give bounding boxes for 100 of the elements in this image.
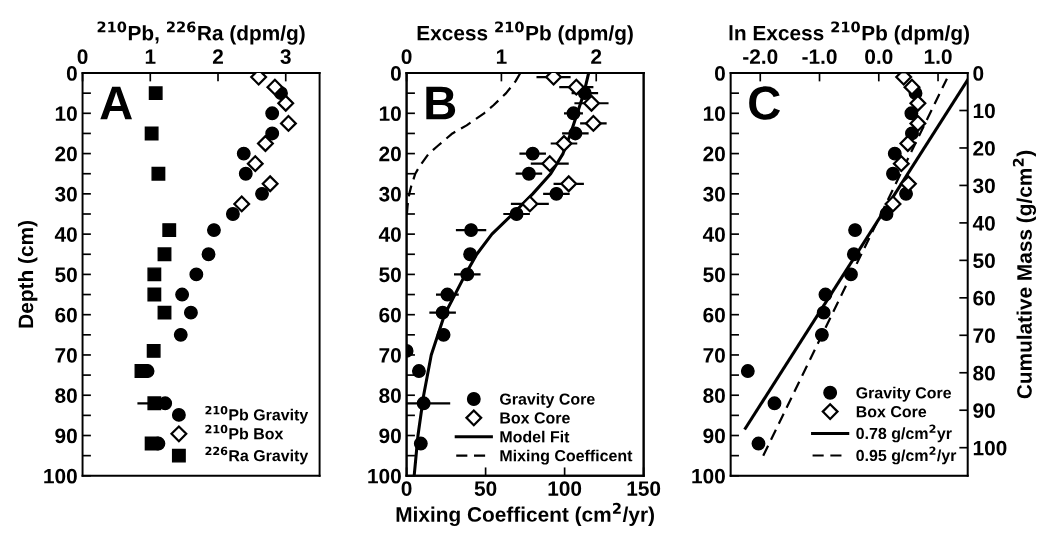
y-tick-label: 90 [55, 428, 77, 444]
legend-label: Box Core [500, 412, 570, 424]
y-axis-title: Depth (cm) [17, 221, 38, 328]
y-tick-label: 50 [703, 267, 725, 283]
x-tick-label: 100 [548, 481, 582, 496]
point [147, 267, 162, 282]
point [816, 305, 831, 320]
legend-label: $^{210}$Pb Gravity [205, 405, 309, 424]
point [884, 195, 902, 213]
y2-tick-label: 0 [973, 66, 984, 81]
y2-tick-label: 50 [973, 253, 995, 269]
y-tick-label: 20 [703, 146, 725, 162]
x-tick-label: 1.0 [924, 49, 952, 65]
point [256, 135, 274, 152]
x-tick-label: 3 [280, 49, 291, 65]
point [233, 195, 251, 213]
point [148, 86, 163, 101]
x-tick-label: 0.0 [865, 49, 893, 65]
legend-label: Gravity Core [500, 393, 595, 408]
point [147, 396, 162, 411]
y-tick-label: 30 [379, 186, 401, 202]
y2-tick-label: 10 [973, 103, 995, 119]
point [246, 155, 264, 173]
point [201, 247, 216, 262]
point [846, 247, 861, 262]
y2-tick-label: 20 [973, 140, 995, 156]
point [887, 146, 902, 161]
point [265, 126, 280, 141]
y-tick-label: 50 [55, 267, 77, 283]
y-tick-label: 70 [703, 347, 725, 363]
y-tick-label: 80 [55, 388, 77, 403]
y2-tick-label: 30 [973, 178, 995, 194]
point [266, 78, 284, 96]
point [157, 247, 172, 262]
point [899, 135, 917, 152]
point [767, 396, 782, 411]
y-tick-label: 50 [379, 267, 401, 283]
point [206, 223, 221, 238]
point [265, 106, 280, 121]
y2-tick-label: 80 [973, 365, 995, 381]
y-tick-label: 100 [368, 468, 401, 484]
point [814, 327, 829, 342]
point [134, 364, 149, 379]
legend-label: $^{210}$Pb Box [205, 424, 284, 440]
legend-label: Mixing Coefficent [500, 449, 633, 465]
legend-label: 0.95 g/cm$^{2}$/yr [856, 446, 957, 465]
y-tick-label: 100 [692, 468, 725, 484]
point [843, 267, 858, 282]
annotation: A [100, 86, 132, 120]
point [892, 155, 910, 173]
point [261, 175, 279, 193]
point [879, 207, 894, 221]
point [277, 94, 295, 112]
point [151, 166, 166, 181]
y-tick-label: 70 [379, 347, 401, 363]
y-tick-label: 70 [55, 347, 77, 363]
y-tick-label: 100 [44, 468, 77, 484]
point [848, 223, 863, 238]
y2-tick-label: 100 [973, 440, 1007, 456]
y-tick-label: 20 [379, 146, 401, 162]
y-tick-label: 10 [379, 106, 401, 122]
y-tick-label: 30 [703, 186, 725, 202]
y-tick-label: 10 [55, 106, 77, 122]
y2-tick-label: 40 [972, 215, 995, 231]
y-tick-label: 40 [702, 227, 725, 242]
x-axis-title: $^{210}$Pb, $^{226}$Ra (dpm/g) [97, 21, 305, 45]
x-tick-label: 0 [77, 49, 88, 65]
legend-label: $^{226}$Ra Gravity [205, 446, 309, 465]
y-tick-label: 10 [703, 106, 725, 122]
x-axis-title: ln Excess $^{210}$Pb (dpm/g) [729, 21, 969, 45]
y-tick-label: 80 [703, 388, 725, 403]
y2-tick-label: 70 [973, 328, 995, 344]
x-tick-label: 1 [145, 49, 156, 64]
x-tick-label: -1.0 [802, 49, 837, 65]
y2-tick-label: 60 [973, 290, 995, 306]
y-tick-label: 40 [54, 227, 77, 242]
x-tick-label: 150 [627, 481, 661, 496]
y-tick-label: 60 [55, 307, 77, 323]
point [189, 267, 204, 282]
y-tick-label: 40 [378, 227, 401, 242]
point [279, 114, 297, 132]
point [236, 146, 251, 161]
point [162, 223, 177, 238]
y-tick-label: 90 [379, 428, 401, 444]
y-tick-label: 0 [66, 66, 77, 81]
y-tick-label: 0 [390, 66, 401, 81]
y-tick-label: 90 [703, 428, 725, 444]
y-tick-label: 0 [715, 66, 725, 81]
point [157, 305, 172, 320]
point [144, 436, 159, 451]
point [818, 287, 833, 302]
point [146, 343, 161, 358]
y2-axis-title: Cumulative Mass (g/cm$^{2}$) [1012, 150, 1037, 399]
y-tick-label: 20 [55, 146, 77, 162]
point [255, 186, 269, 201]
legend-label: Box Core [856, 406, 927, 418]
point [183, 305, 198, 320]
legend-label: 0.78 g/cm$^{2}$yr [856, 424, 952, 443]
x-axis-title: Mixing Coefficent (cm$^{2}$/yr) [396, 502, 654, 527]
point [238, 166, 253, 181]
